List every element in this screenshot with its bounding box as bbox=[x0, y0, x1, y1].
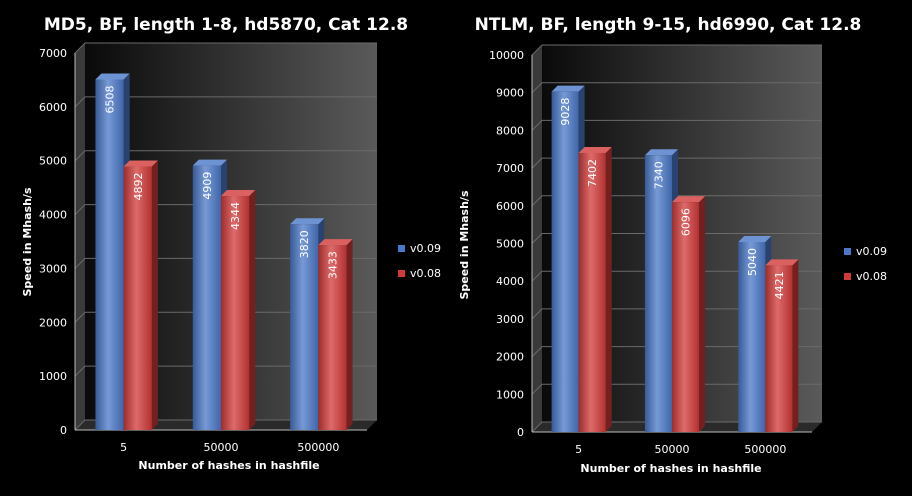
x-tick-label: 50000 bbox=[655, 443, 690, 456]
legend-swatch bbox=[844, 248, 851, 255]
bar bbox=[221, 190, 256, 430]
chart-title: MD5, BF, length 1-8, hd5870, Cat 12.8 bbox=[44, 15, 408, 35]
y-tick-label: 4000 bbox=[496, 275, 524, 288]
gridline bbox=[74, 96, 377, 108]
gridline bbox=[74, 365, 377, 377]
y-tick-label: 0 bbox=[517, 426, 524, 439]
y-tick-label: 4000 bbox=[39, 209, 67, 222]
gridline bbox=[74, 150, 377, 162]
gridline bbox=[74, 419, 377, 431]
gridline bbox=[531, 270, 822, 282]
gridline bbox=[531, 82, 822, 94]
bar bbox=[672, 196, 706, 432]
y-tick-label: 5000 bbox=[496, 238, 524, 251]
chart-svg: 0 1000 2000 3000 4000 5000 6000 7000 8000 9000 100… bbox=[458, 15, 887, 475]
y-tick-label: 6000 bbox=[496, 200, 524, 213]
gridline bbox=[531, 233, 822, 244]
gridline bbox=[74, 204, 377, 215]
legend-label: v0.09 bbox=[410, 242, 441, 255]
y-tick-label: 5000 bbox=[39, 155, 67, 168]
data-label: 6508 bbox=[104, 85, 117, 113]
legend-label: v0.09 bbox=[856, 245, 887, 258]
gridline bbox=[531, 308, 822, 320]
legend-swatch bbox=[398, 270, 405, 277]
x-tick-label: 50000 bbox=[204, 441, 239, 454]
y-tick-label: 1000 bbox=[39, 370, 67, 383]
data-label: 5040 bbox=[746, 248, 759, 276]
x-axis-label: Number of hashes in hashfile bbox=[580, 462, 761, 475]
chart-svg: 0 1000 2000 3000 4000 5000 6000 7000 6508 4892 5 49… bbox=[21, 15, 441, 472]
chart-md5: 0 1000 2000 3000 4000 5000 6000 7000 6508 4892 5 49… bbox=[21, 15, 441, 472]
y-tick-label: 3000 bbox=[496, 313, 524, 326]
y-tick-label: 0 bbox=[60, 424, 67, 437]
y-tick-label: 2000 bbox=[39, 316, 67, 329]
y-tick-label: 2000 bbox=[496, 351, 524, 364]
y-tick-label: 8000 bbox=[496, 124, 524, 137]
y-tick-label: 6000 bbox=[39, 101, 67, 114]
gridline bbox=[531, 383, 822, 395]
y-axis-label: Speed in Mhash/s bbox=[458, 190, 471, 299]
plot-side-wall bbox=[75, 43, 85, 430]
legend-label: v0.08 bbox=[856, 270, 887, 283]
x-tick-label: 500000 bbox=[297, 441, 339, 454]
y-axis-label: Speed in Mhash/s bbox=[21, 187, 34, 296]
data-label: 4421 bbox=[773, 271, 786, 299]
gridline bbox=[74, 311, 377, 323]
bar bbox=[578, 146, 612, 433]
data-label: 9028 bbox=[559, 98, 572, 126]
gridline bbox=[74, 257, 377, 269]
gridline bbox=[531, 421, 822, 433]
legend-swatch bbox=[844, 273, 851, 280]
gridline bbox=[74, 42, 377, 54]
bar bbox=[318, 239, 353, 430]
y-tick-label: 1000 bbox=[496, 388, 524, 401]
gridline bbox=[531, 44, 822, 56]
data-label: 3433 bbox=[326, 251, 339, 279]
bar bbox=[123, 160, 158, 430]
y-tick-label: 7000 bbox=[496, 162, 524, 175]
gridline bbox=[531, 195, 822, 207]
x-axis-label: Number of hashes in hashfile bbox=[138, 459, 319, 472]
gridline bbox=[531, 157, 822, 169]
y-tick-label: 3000 bbox=[39, 262, 67, 275]
data-label: 4344 bbox=[229, 202, 242, 230]
y-tick-label: 7000 bbox=[39, 47, 67, 60]
data-label: 7402 bbox=[586, 159, 599, 187]
y-tick-label: 9000 bbox=[496, 87, 524, 100]
chart-title: NTLM, BF, length 9-15, hd6990, Cat 12.8 bbox=[475, 15, 862, 35]
data-label: 6096 bbox=[680, 208, 693, 236]
chart-ntlm: 0 1000 2000 3000 4000 5000 6000 7000 8000 9000 100… bbox=[456, 0, 912, 496]
data-label: 7340 bbox=[652, 161, 665, 189]
legend-label: v0.08 bbox=[410, 267, 441, 280]
x-tick-label: 500000 bbox=[744, 443, 786, 456]
y-tick-label: 10000 bbox=[489, 49, 524, 62]
gridline bbox=[531, 119, 822, 131]
data-label: 4892 bbox=[132, 173, 145, 201]
bar bbox=[765, 259, 799, 432]
data-label: 4909 bbox=[201, 172, 214, 200]
x-tick-label: 5 bbox=[575, 443, 582, 456]
x-tick-label: 5 bbox=[120, 441, 127, 454]
legend-swatch bbox=[398, 245, 405, 252]
gridline bbox=[531, 346, 822, 357]
data-label: 3820 bbox=[298, 230, 311, 258]
